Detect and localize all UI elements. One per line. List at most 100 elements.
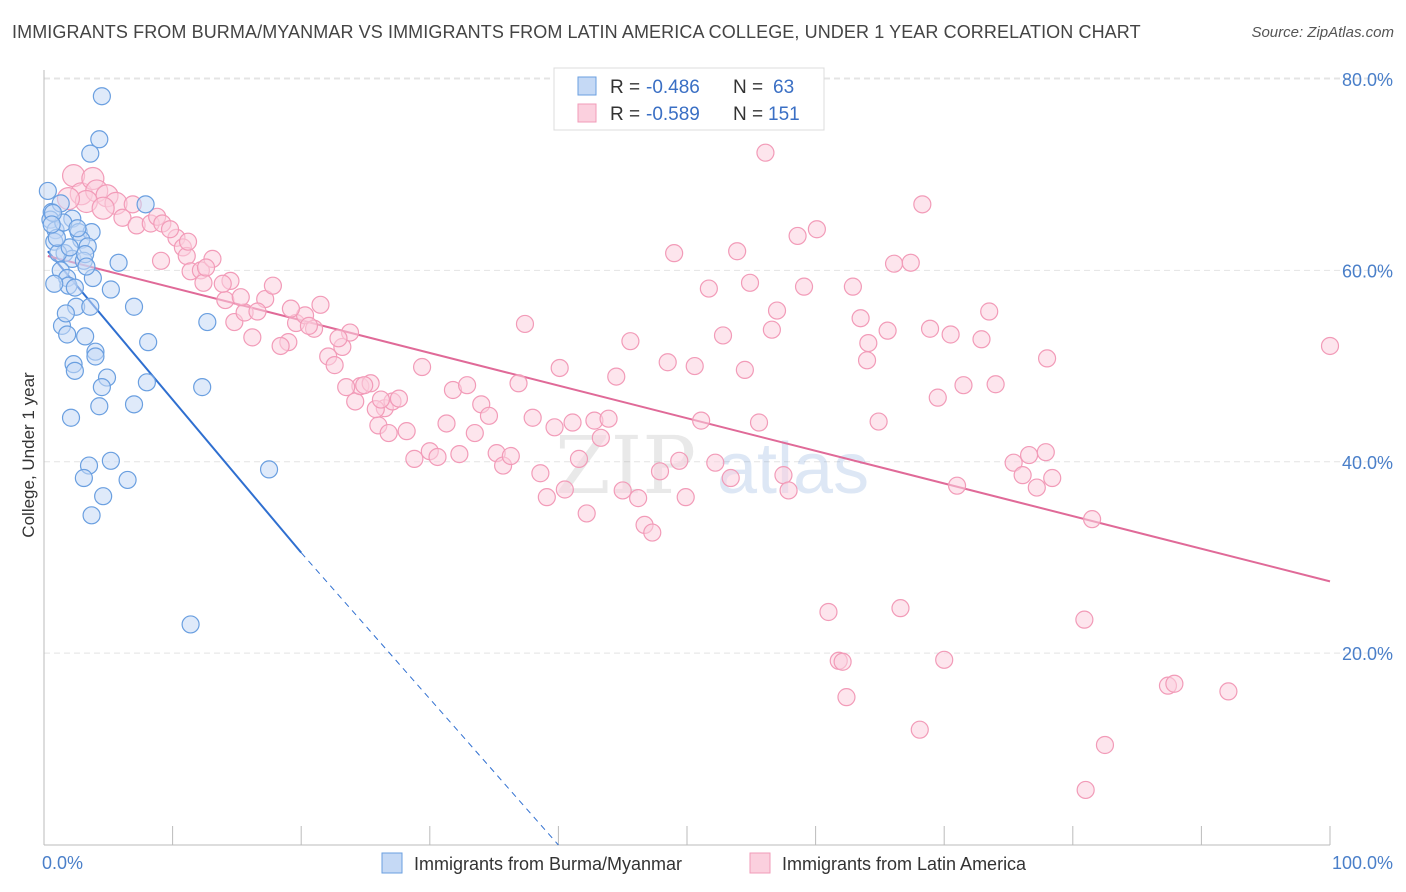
legend-box: R = -0.486 N = 63 R = -0.589 N = 151 — [553, 67, 825, 131]
point-latin-america-92 — [762, 320, 781, 339]
point-latin-america-84 — [706, 453, 725, 472]
point-burma-26 — [58, 325, 77, 344]
point-latin-america-115 — [928, 388, 947, 407]
point-latin-america-96 — [788, 226, 807, 246]
point-latin-america-101 — [833, 652, 852, 671]
point-latin-america-29 — [311, 295, 330, 314]
point-latin-america-57 — [515, 314, 535, 334]
point-latin-america-81 — [685, 356, 704, 376]
point-latin-america-59 — [531, 464, 550, 483]
point-latin-america-63 — [555, 480, 574, 499]
point-latin-america-46 — [437, 414, 456, 433]
legend-r-value-burma: -0.486 — [646, 77, 700, 98]
point-latin-america-120 — [972, 330, 991, 349]
point-burma-39 — [193, 378, 212, 397]
point-burma-37 — [137, 373, 156, 392]
point-latin-america-97 — [794, 277, 814, 296]
point-latin-america-65 — [569, 449, 589, 468]
point-latin-america-147 — [196, 258, 216, 277]
point-latin-america-140 — [271, 336, 290, 356]
point-latin-america-102 — [837, 688, 856, 707]
point-latin-america-71 — [613, 481, 632, 500]
point-latin-america-149 — [281, 299, 301, 318]
point-latin-america-83 — [699, 279, 718, 298]
y-tick-labels: 20.0% 40.0% 60.0% 80.0% — [1342, 70, 1393, 664]
point-burma-48 — [82, 506, 101, 525]
point-latin-america-108 — [878, 321, 897, 340]
point-latin-america-82 — [692, 411, 711, 430]
series-latin-america-points — [56, 143, 1340, 800]
point-latin-america-137 — [1320, 336, 1340, 356]
point-latin-america-117 — [941, 325, 960, 344]
point-latin-america-99 — [819, 602, 838, 622]
point-latin-america-18 — [151, 251, 171, 270]
point-burma-51 — [109, 253, 128, 272]
point-latin-america-128 — [1037, 349, 1057, 368]
point-burma-58 — [68, 219, 87, 238]
point-latin-america-90 — [749, 413, 769, 432]
point-latin-america-154 — [213, 274, 232, 293]
y-tick-label-1: 40.0% — [1342, 453, 1393, 473]
point-burma-2 — [81, 144, 100, 163]
point-latin-america-86 — [721, 468, 740, 488]
chart-title: IMMIGRANTS FROM BURMA/MYANMAR VS IMMIGRA… — [12, 22, 1141, 42]
legend-n-value-latin-america: 151 — [768, 104, 800, 125]
point-latin-america-109 — [884, 254, 904, 273]
point-latin-america-127 — [1043, 468, 1062, 488]
legend-n-label-latin-america: N = — [733, 104, 763, 125]
point-burma-36 — [124, 297, 144, 316]
point-latin-america-150 — [91, 196, 115, 220]
point-latin-america-111 — [901, 253, 920, 272]
point-latin-america-31 — [325, 356, 344, 375]
point-burma-38 — [198, 312, 217, 332]
point-latin-america-95 — [779, 481, 798, 500]
point-burma-31 — [65, 361, 84, 380]
point-latin-america-124 — [1013, 466, 1032, 485]
point-latin-america-68 — [591, 428, 610, 447]
legend-n-label-burma: N = — [733, 77, 763, 98]
y-tick-label-0: 20.0% — [1342, 644, 1393, 664]
point-burma-45 — [74, 468, 93, 488]
point-latin-america-155 — [329, 329, 348, 348]
point-latin-america-85 — [713, 326, 733, 345]
point-latin-america-156 — [355, 376, 374, 395]
y-tick-label-2: 60.0% — [1342, 261, 1393, 281]
point-burma-62 — [42, 215, 61, 234]
y-tick-label-3: 80.0% — [1342, 70, 1393, 90]
point-burma-47 — [94, 487, 113, 506]
point-latin-america-60 — [537, 488, 556, 507]
point-latin-america-91 — [756, 143, 775, 162]
trend-lines — [47, 250, 1331, 846]
point-burma-35 — [136, 195, 155, 214]
point-latin-america-75 — [643, 523, 662, 542]
point-burma-24 — [81, 297, 100, 316]
point-latin-america-56 — [509, 374, 528, 393]
point-latin-america-106 — [857, 351, 877, 370]
bottom-legend-swatch-burma — [381, 852, 403, 874]
legend-n-value-burma: 63 — [773, 77, 794, 98]
point-burma-42 — [124, 395, 144, 414]
legend-r-label-burma: R = — [610, 77, 640, 98]
point-latin-america-88 — [735, 360, 754, 379]
point-latin-america-64 — [563, 413, 582, 432]
point-latin-america-136 — [1219, 682, 1238, 701]
legend-frame — [553, 67, 825, 131]
bottom-legend-label-latin-america: Immigrants from Latin America — [782, 854, 1027, 874]
point-latin-america-77 — [658, 353, 677, 372]
point-latin-america-157 — [371, 390, 391, 409]
point-latin-america-24 — [263, 276, 283, 295]
point-latin-america-93 — [767, 301, 787, 320]
point-burma-33 — [92, 378, 111, 397]
point-burma-60 — [56, 304, 75, 323]
point-latin-america-66 — [577, 504, 596, 523]
point-latin-america-58 — [523, 408, 542, 427]
legend-swatch-burma — [577, 76, 597, 96]
point-latin-america-141 — [299, 316, 319, 335]
point-burma-46 — [118, 470, 137, 490]
legend-r-label-latin-america: R = — [610, 104, 640, 125]
point-latin-america-40 — [389, 389, 409, 408]
point-latin-america-126 — [1027, 478, 1046, 497]
point-latin-america-132 — [1095, 735, 1115, 755]
point-burma-49 — [259, 460, 279, 479]
point-burma-27 — [76, 327, 95, 346]
